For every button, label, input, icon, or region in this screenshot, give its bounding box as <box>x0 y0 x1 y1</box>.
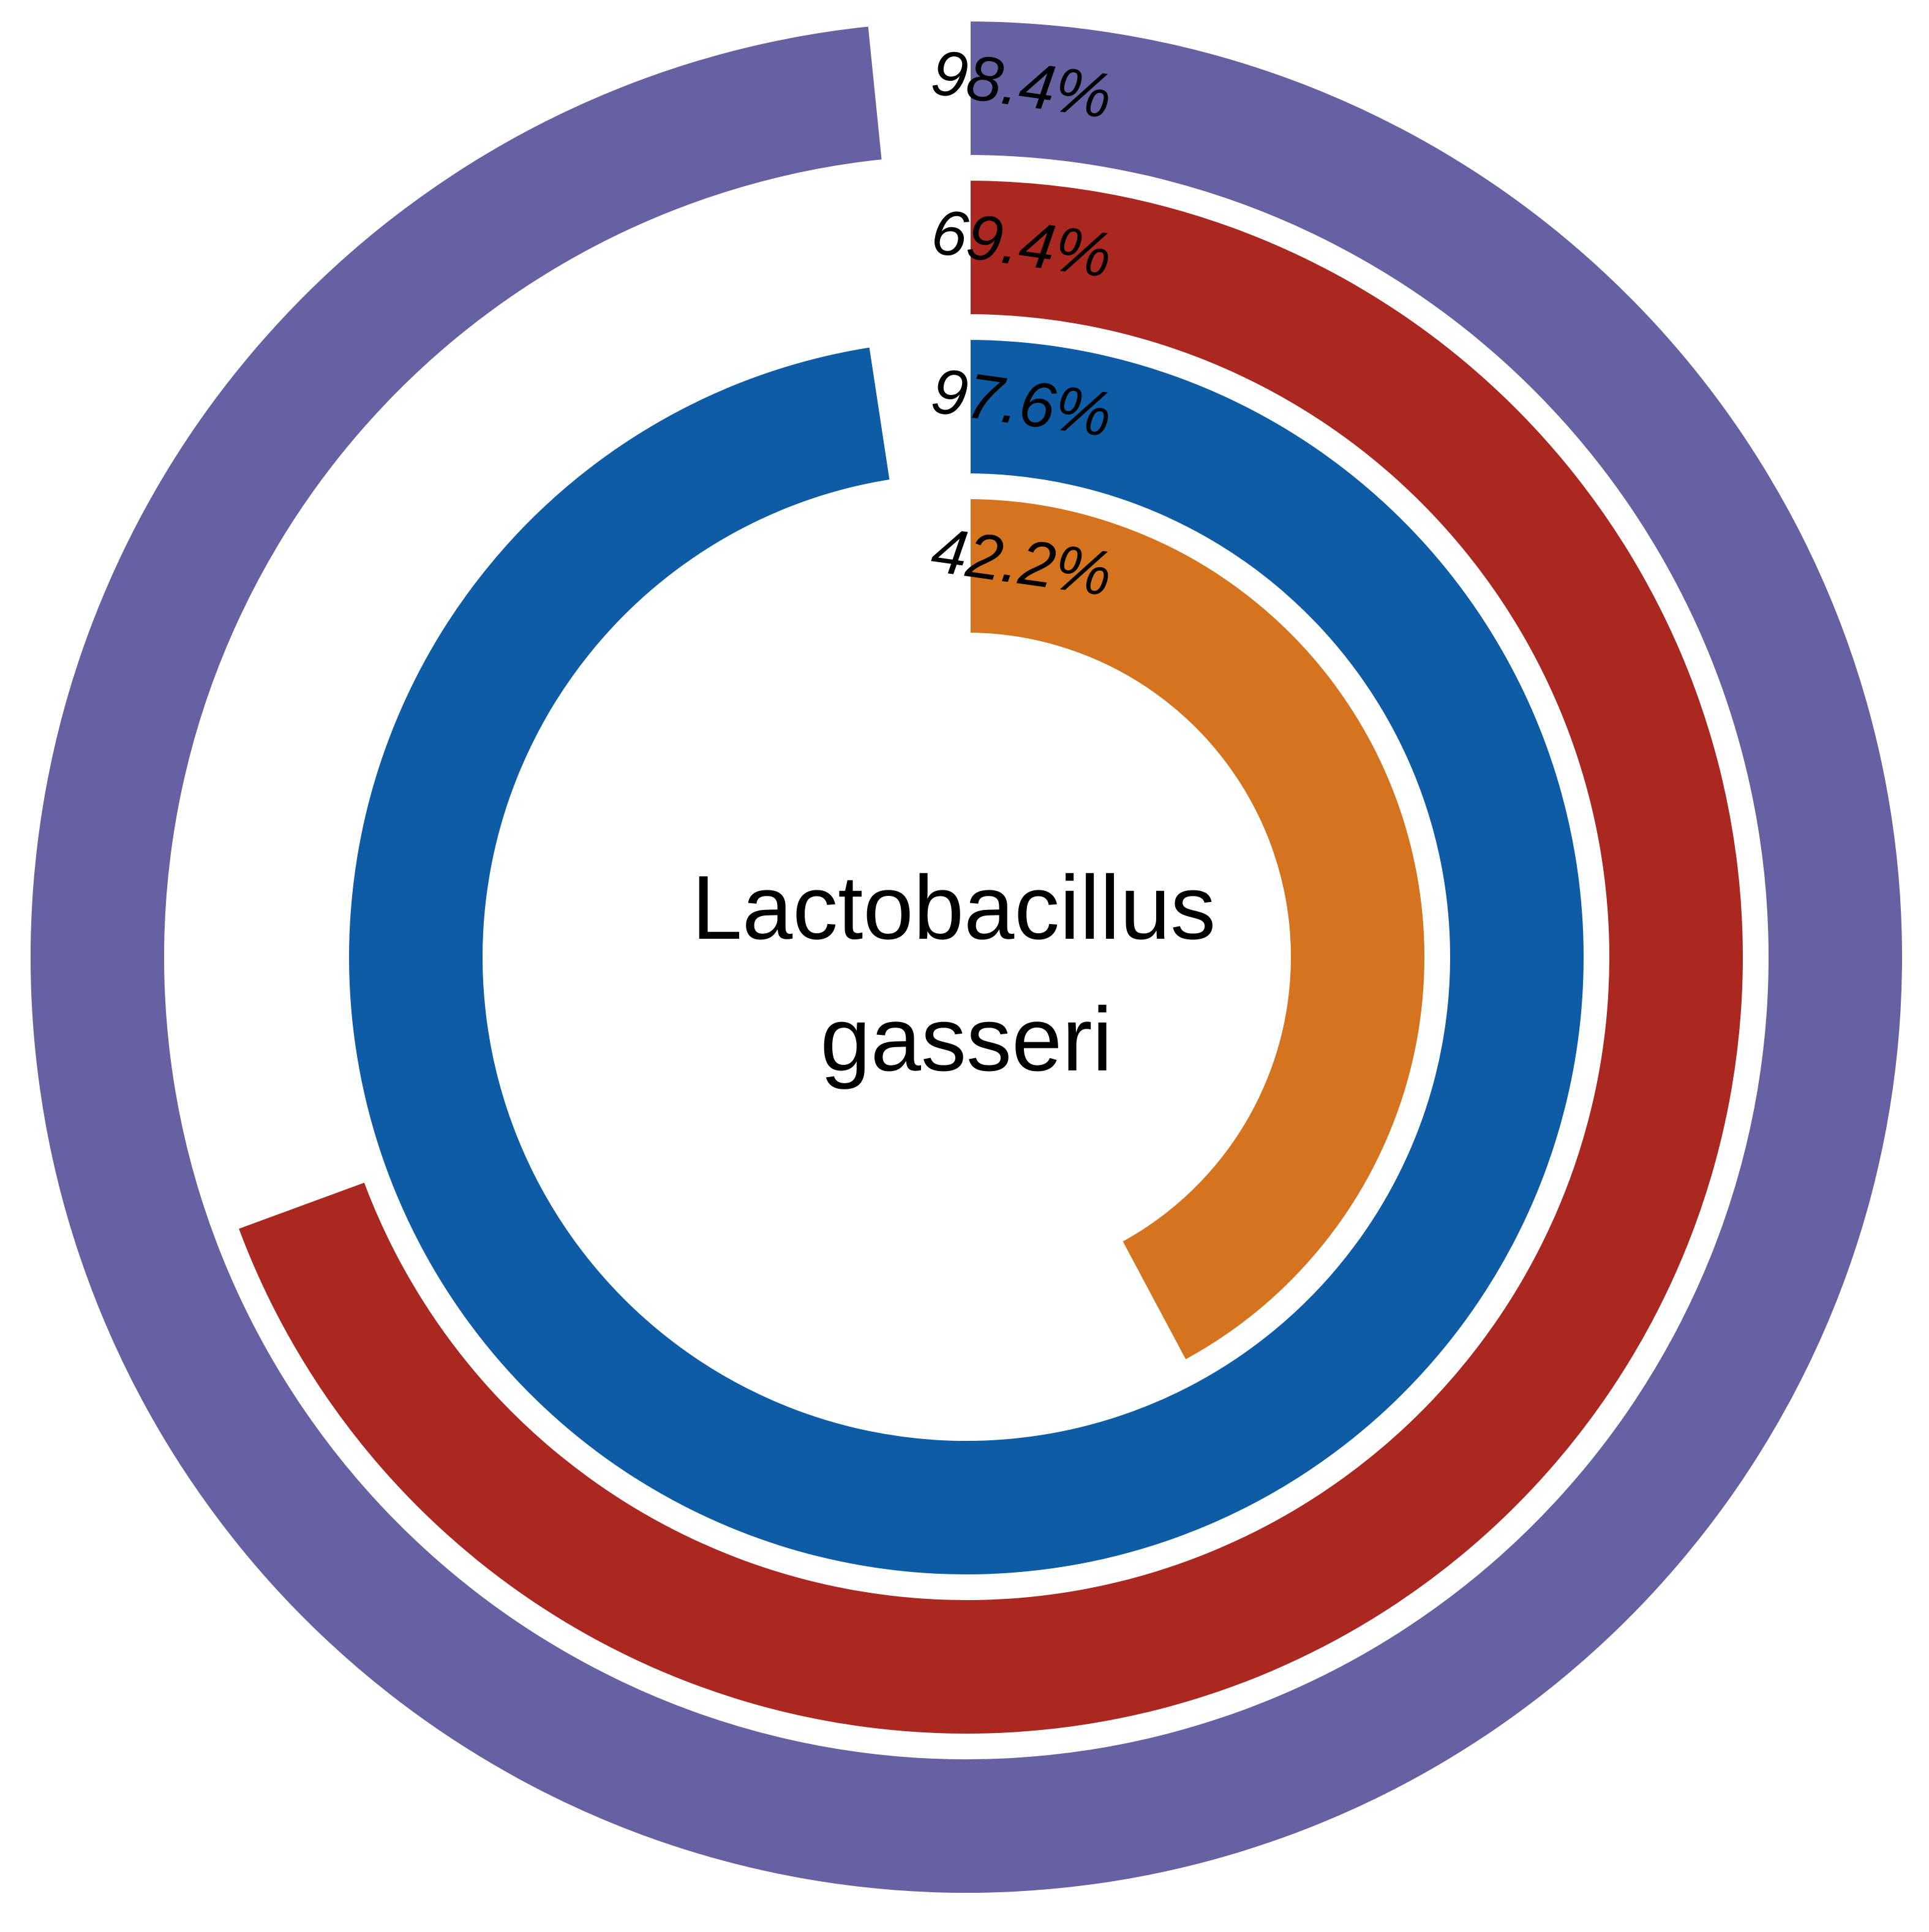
center-title: Lactobacillus gasseri <box>692 857 1241 1090</box>
rings-layer <box>22 12 1911 1901</box>
center-title-line-1: Lactobacillus <box>692 857 1216 958</box>
center-title-line-2: gasseri <box>820 989 1112 1090</box>
ring-bar-3 <box>340 331 1592 1583</box>
ring-bar-4 <box>962 490 1433 1371</box>
ring-bar-2 <box>228 171 1751 1742</box>
ring-bar-1 <box>22 12 1911 1901</box>
